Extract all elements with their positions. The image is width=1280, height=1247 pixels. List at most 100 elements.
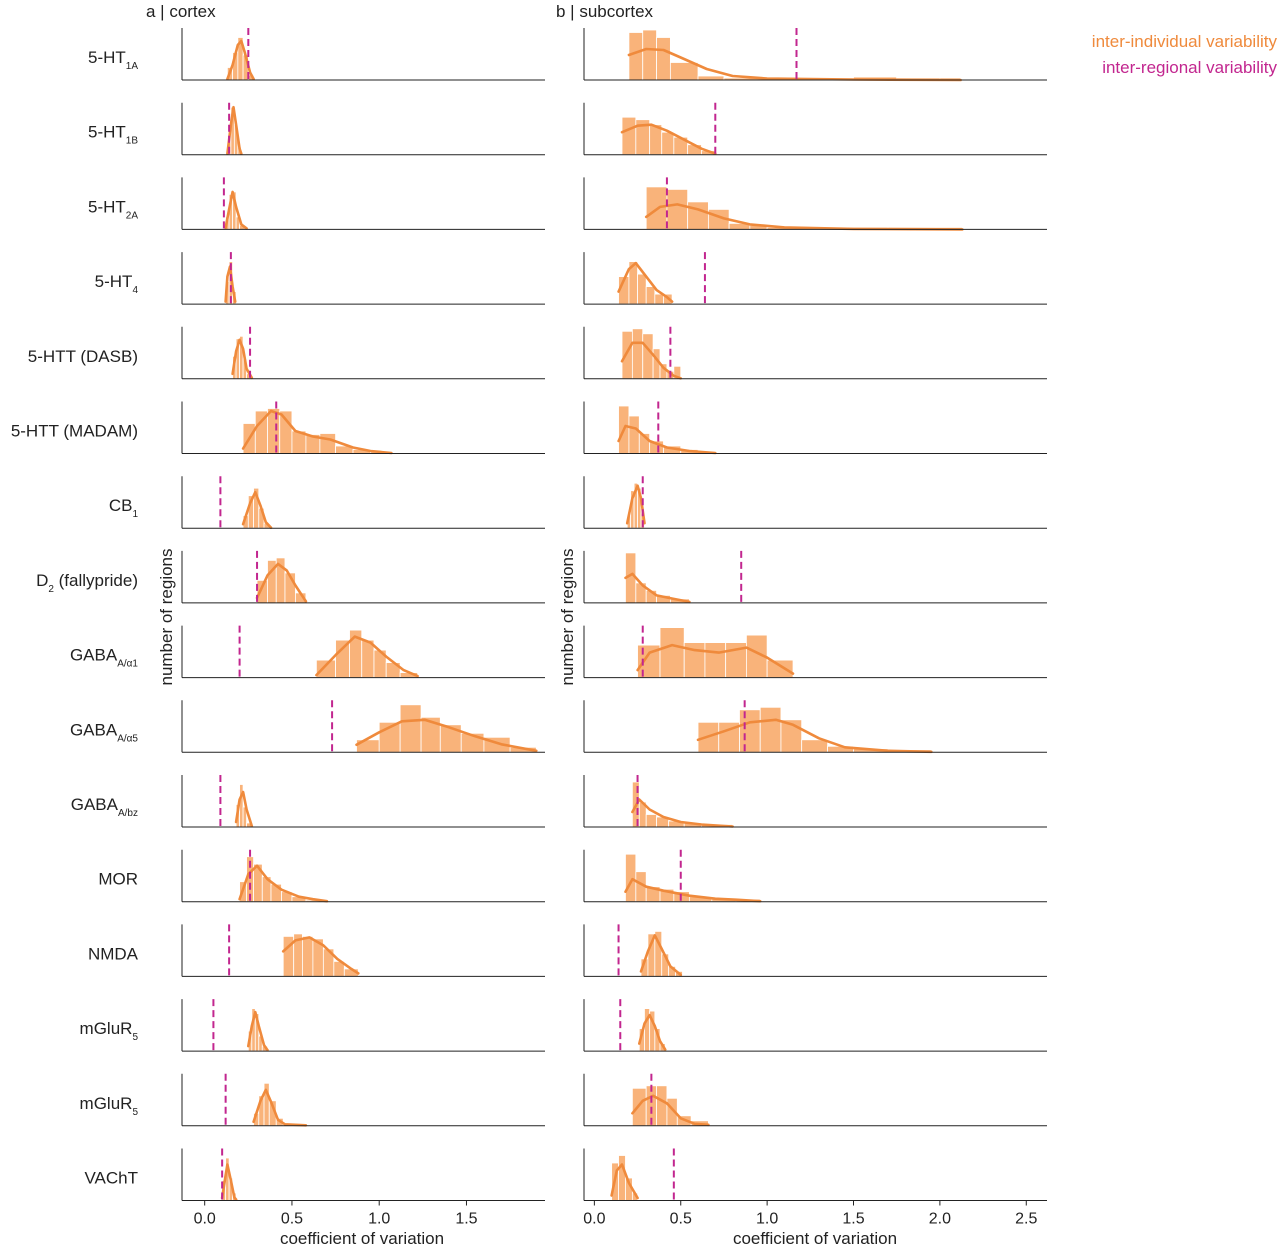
row-label-subscript: 5 xyxy=(132,1107,138,1118)
hist-bar xyxy=(654,293,664,305)
row-label: GABAA/α1 xyxy=(70,646,138,670)
row-label-name: 5-HT xyxy=(88,123,126,142)
hist-bar xyxy=(628,32,644,81)
row-label-subscript: 2A xyxy=(126,210,139,221)
row-label-name: mGluR xyxy=(80,1094,133,1113)
subcortex-row-8 xyxy=(583,550,1047,604)
row-label-name: CB xyxy=(109,496,133,515)
hist-bar xyxy=(801,739,828,753)
row-label-name: NMDA xyxy=(88,944,139,963)
row-label-name: 5-HTT (MADAM) xyxy=(11,422,138,441)
subcortex-row-15 xyxy=(583,1073,1047,1127)
row-label-name: 5-HTT (DASB) xyxy=(28,347,138,366)
kde-curve xyxy=(226,39,255,81)
kde-curve xyxy=(696,718,933,754)
hist-bar xyxy=(399,704,422,753)
kde-curve xyxy=(631,1094,710,1127)
kde-curve xyxy=(315,635,419,678)
row-label-name: GABA xyxy=(70,646,118,665)
hist-bar xyxy=(302,936,314,977)
kde-curve xyxy=(241,409,393,455)
hist-bar xyxy=(315,659,336,678)
cortex-row-3: 5-HT2A xyxy=(88,177,545,230)
kde-curve xyxy=(255,562,308,603)
kde-curve xyxy=(617,261,674,303)
row-label-name: 5-HT xyxy=(88,197,126,216)
hist-bar xyxy=(704,642,727,678)
row-label-subscript: 2 xyxy=(48,584,54,595)
cortex-row-16: VAChT 0.0 0.5 1.0 1.5 xyxy=(84,1148,545,1228)
row-label: 5-HT4 xyxy=(95,272,139,296)
cortex-row-5: 5-HTT (DASB) xyxy=(28,326,545,380)
row-label: 5-HT1B xyxy=(88,123,138,147)
legend-inter-regional: inter-regional variability xyxy=(1102,58,1277,77)
kde-curve xyxy=(620,341,683,380)
row-label: 5-HTT (DASB) xyxy=(28,347,138,366)
row-label: 5-HT1A xyxy=(88,48,138,72)
hist-bar xyxy=(656,37,671,81)
row-label-suffix: (fallypride) xyxy=(54,571,138,590)
cortex-row-11: GABAA/bz xyxy=(71,775,545,828)
kde-curve xyxy=(610,1163,639,1200)
row-label-name: D xyxy=(36,571,48,590)
row-label-subscript: 1A xyxy=(126,61,139,72)
hist-bar xyxy=(335,639,350,678)
hist-bar xyxy=(659,627,685,678)
x-tick-label: 0.5 xyxy=(670,1211,692,1228)
cortex-row-10: GABAA/α5 xyxy=(70,700,545,753)
row-label-subscript: 1B xyxy=(126,136,139,147)
hist-bar xyxy=(656,1085,668,1127)
kde-curve xyxy=(355,718,538,753)
panel-a-xlabel: coefficient of variation xyxy=(280,1229,444,1247)
subcortex-row-16: 0.0 0.5 1.0 1.5 2.0 2.5 xyxy=(583,1148,1047,1228)
row-label-name: GABA xyxy=(70,720,118,739)
hist-bar xyxy=(631,328,644,380)
subcortex-row-3 xyxy=(583,177,1047,231)
row-label-subscript: A/bz xyxy=(118,808,138,819)
legend-inter-individual: inter-individual variability xyxy=(1092,32,1278,51)
row-label-subscript: 4 xyxy=(132,285,138,296)
hist-bar xyxy=(625,853,637,903)
row-label: D2 (fallypride) xyxy=(36,571,138,595)
panel-b-xlabel: coefficient of variation xyxy=(733,1229,897,1247)
cortex-row-1: 5-HT1A xyxy=(88,28,545,81)
hist-bar xyxy=(739,709,761,753)
kde-curve xyxy=(617,424,717,455)
x-tick-label: 1.0 xyxy=(368,1211,390,1228)
row-label-name: 5-HT xyxy=(88,48,126,67)
row-label: CB1 xyxy=(109,496,139,520)
hist-bar xyxy=(766,659,794,678)
row-label: mGluR5 xyxy=(80,1094,139,1118)
row-label: MOR xyxy=(98,870,138,889)
row-label: mGluR5 xyxy=(80,1019,139,1043)
x-tick-label: 2.5 xyxy=(1015,1211,1037,1228)
row-label-name: 5-HT xyxy=(95,272,133,291)
hist-bar xyxy=(279,410,293,454)
panel-b-ylabel: number of regions xyxy=(558,548,577,685)
hist-bar xyxy=(661,131,675,156)
hist-bar xyxy=(618,1155,626,1201)
hist-bar xyxy=(666,188,689,230)
hist-bar xyxy=(645,286,656,305)
subcortex-row-2 xyxy=(583,102,1047,156)
kde-curve xyxy=(624,572,691,604)
hist-bar xyxy=(319,433,336,454)
panel-b-label: b | subcortex xyxy=(556,2,654,21)
cortex-row-8: D2 (fallypride) xyxy=(36,550,545,604)
x-tick-label: 0.0 xyxy=(583,1211,605,1228)
row-label-subscript: 1 xyxy=(132,509,138,520)
kde-curve xyxy=(234,790,254,828)
subcortex-row-4 xyxy=(583,252,1047,305)
kde-curve xyxy=(620,123,717,155)
subcortex-row-7 xyxy=(583,476,1047,529)
subcortex-row-13 xyxy=(583,924,1047,977)
cortex-row-6: 5-HTT (MADAM) xyxy=(11,401,545,455)
kde-curve xyxy=(231,338,254,380)
row-label-name: VAChT xyxy=(84,1169,138,1188)
row-label-subscript: 5 xyxy=(132,1032,138,1043)
hist-bar xyxy=(637,273,647,305)
subcortex-row-14 xyxy=(583,999,1047,1052)
row-label: GABAA/bz xyxy=(71,795,138,819)
